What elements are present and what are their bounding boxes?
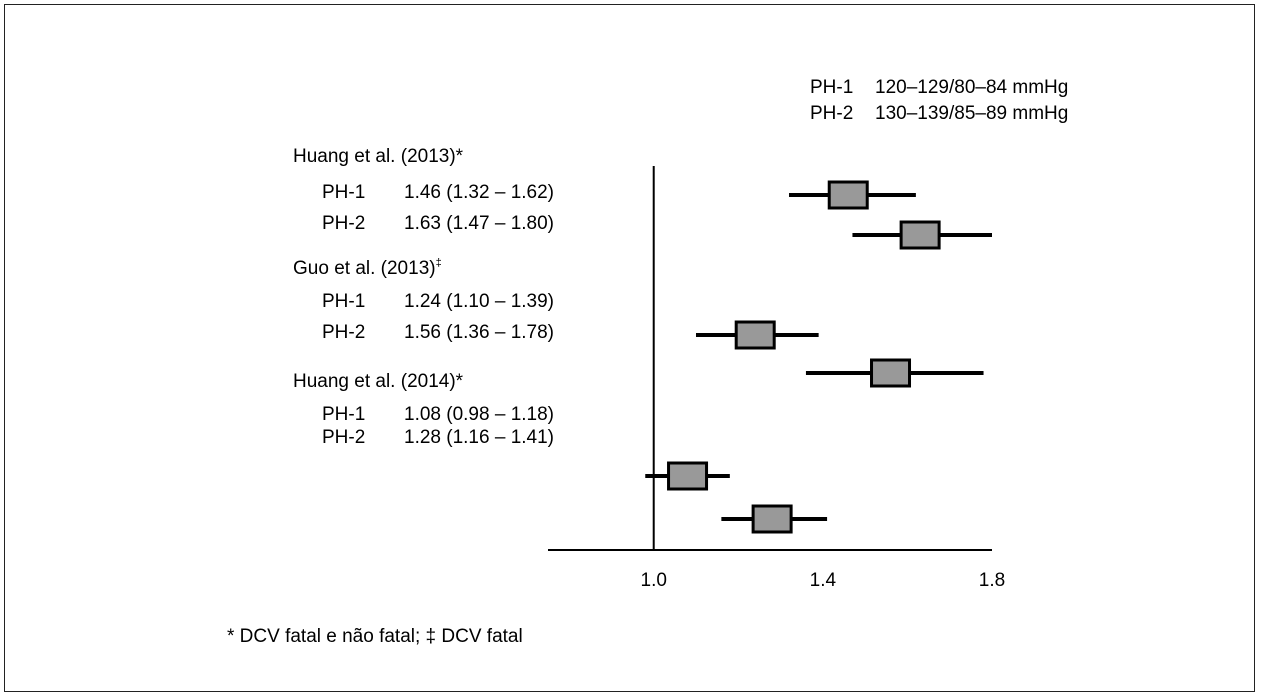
row-code: PH-1: [322, 291, 366, 312]
x-tick-label: 1.4: [810, 570, 837, 591]
row-estimate-label: 1.24 (1.10 – 1.39): [404, 291, 554, 312]
plot-axes: 1.0 1.4 1.8: [548, 166, 1005, 591]
legend-code-ph1: PH-1: [810, 77, 854, 98]
x-tick-label: 1.8: [979, 570, 1005, 591]
point-estimate-box: [827, 180, 869, 210]
row-code: PH-1: [322, 182, 366, 203]
x-tick-label: 1.0: [641, 570, 667, 591]
row-estimate-label: 1.28 (1.16 – 1.41): [404, 427, 554, 448]
legend-range-ph2: 130–139/85–89 mmHg: [875, 103, 1069, 124]
study-title: Huang et al. (2013)*: [293, 146, 464, 167]
row-estimate-label: 1.46 (1.32 – 1.62): [404, 182, 554, 203]
plot-marks: [645, 180, 992, 534]
point-estimate-box: [751, 504, 793, 534]
study-title: Guo et al. (2013)‡: [293, 257, 442, 279]
row-estimate-label: 1.63 (1.47 – 1.80): [404, 213, 554, 234]
row-estimate-label: 1.08 (0.98 – 1.18): [404, 404, 554, 425]
row-code: PH-1: [322, 404, 366, 425]
row-code: PH-2: [322, 322, 366, 343]
row-estimate-label: 1.56 (1.36 – 1.78): [404, 322, 554, 343]
point-estimate-box: [870, 358, 912, 388]
row-code: PH-2: [322, 213, 366, 234]
point-estimate-box: [734, 320, 776, 350]
study-title: Huang et al. (2014)*: [293, 371, 464, 392]
legend-code-ph2: PH-2: [810, 103, 854, 124]
legend-range-ph1: 120–129/80–84 mmHg: [875, 77, 1069, 98]
figure-frame: [4, 4, 1255, 692]
row-code: PH-2: [322, 427, 366, 448]
point-estimate-box: [667, 461, 709, 491]
point-estimate-box: [899, 220, 941, 250]
footnote: * DCV fatal e não fatal; ‡ DCV fatal: [227, 626, 523, 647]
